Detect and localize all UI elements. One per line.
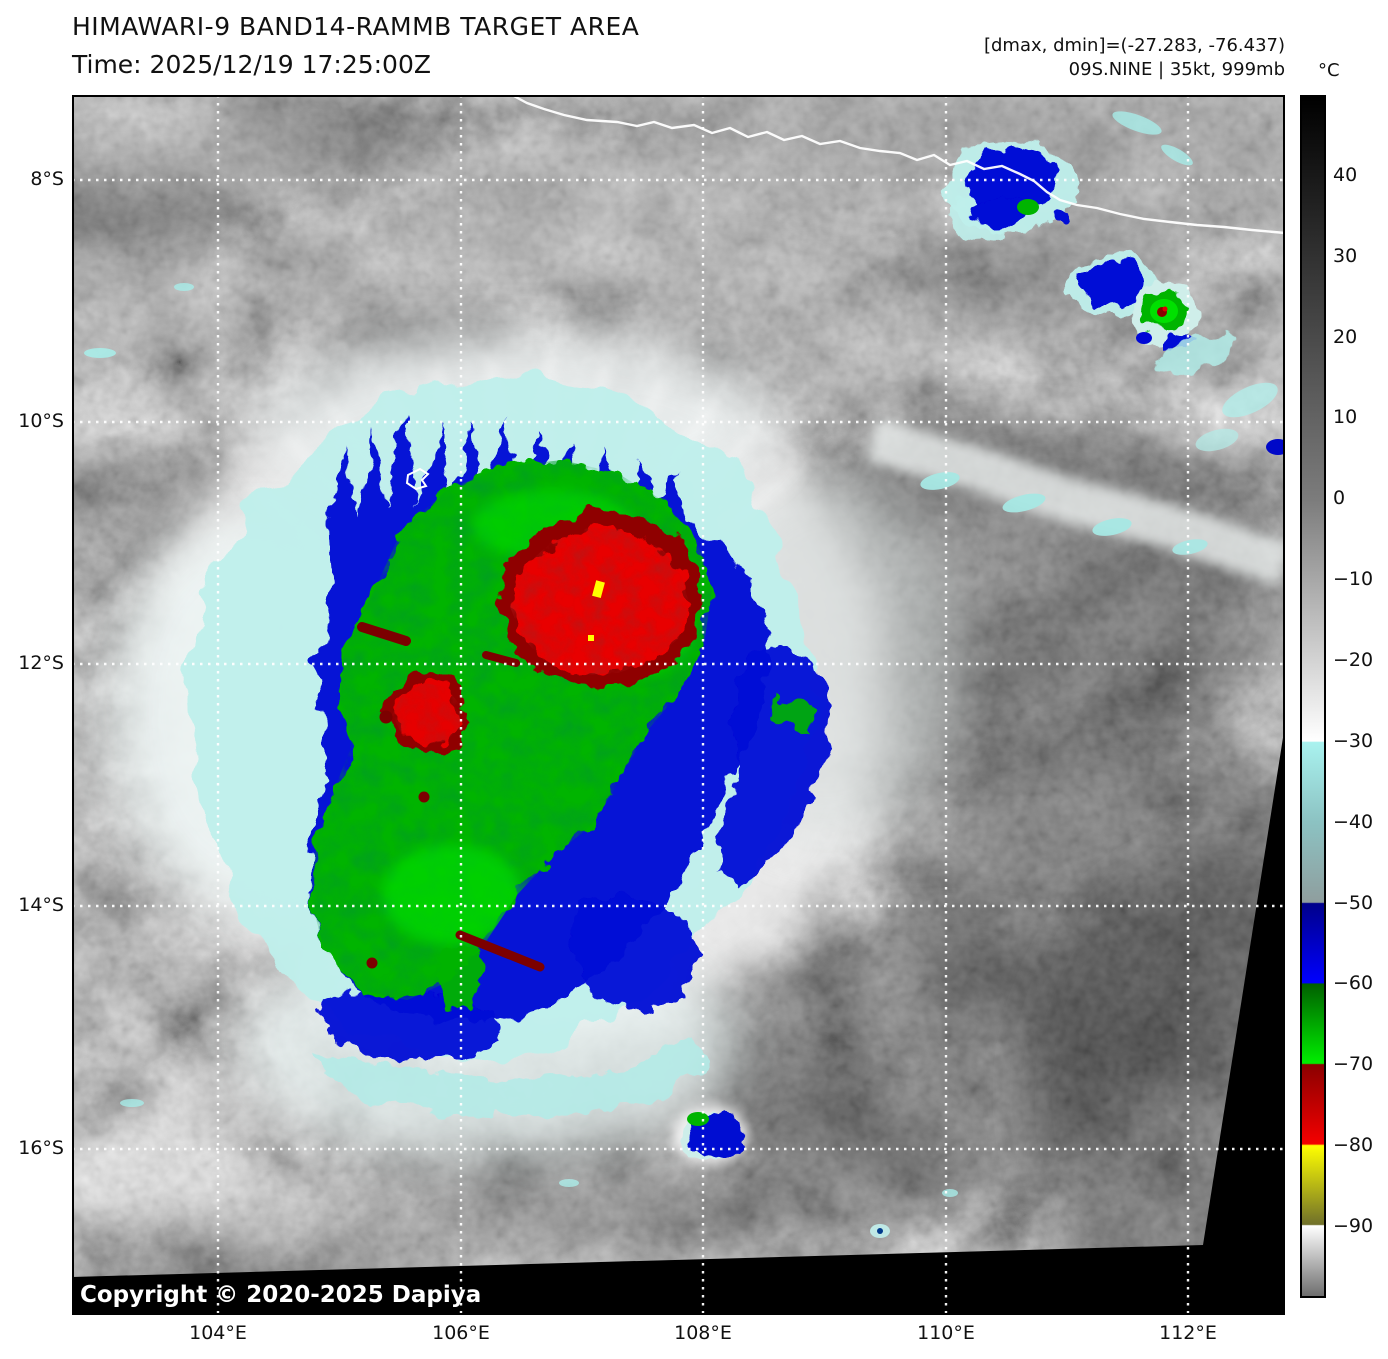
scan-edge-black-wedge [72,725,1285,1315]
x-axis-label: 106°E [432,1322,490,1344]
colorbar-tick-label: 40 [1333,164,1358,186]
colorbar-tick-label: −70 [1333,1053,1374,1075]
colorbar-tick-label: 0 [1333,487,1346,509]
coldest-pixels-yellow [588,580,605,641]
y-axis-label: 14°S [18,894,64,916]
convective-cells-northeast [866,111,1285,586]
x-axis-label: 108°E [674,1322,732,1344]
colorbar-tick-label: −20 [1333,649,1374,671]
colorbar-tick-label: −30 [1333,730,1374,752]
annotation-block: [dmax, dmin]=(-27.283, -76.437) 09S.NINE… [984,34,1285,82]
page-title: HIMAWARI-9 BAND14-RAMMB TARGET AREA [72,12,640,41]
satellite-map [72,95,1285,1315]
colorbar-tick-label: 10 [1333,406,1358,428]
colorbar-tick-label: −80 [1333,1134,1374,1156]
colorbar-unit-label: °C [1318,60,1340,81]
x-axis-label: 104°E [189,1322,247,1344]
island-outline [405,467,430,491]
colorbar-tick-label: −60 [1333,972,1374,994]
dmax-dmin-annotation: [dmax, dmin]=(-27.283, -76.437) [983,35,1285,56]
overshooting-tops-red [357,511,704,972]
colorbar [1300,95,1326,1298]
y-axis-label: 10°S [18,410,64,432]
colorbar-tick-label: −50 [1333,892,1374,914]
y-axis-label: 12°S [18,652,64,674]
colorbar-tick-label: −90 [1333,1215,1374,1237]
colorbar-tick-label: −10 [1333,568,1374,590]
copyright: Copyright © 2020-2025 Dapiya [80,1282,482,1308]
x-axis-label: 112°E [1159,1322,1217,1344]
storm-system [112,335,962,1157]
timestamp: Time: 2025/12/19 17:25:00Z [72,50,431,79]
storm-info-annotation: 09S.NINE | 35kt, 999mb [1068,59,1285,80]
colorbar-tick-label: −40 [1333,811,1374,833]
colorbar-tick-label: 30 [1333,245,1358,267]
coastline [511,95,1285,235]
y-axis-label: 16°S [18,1137,64,1159]
graticule-gridlines [72,95,1285,1315]
colorbar-tick-label: 20 [1333,326,1358,348]
y-axis-label: 8°S [30,168,64,190]
map-frame [72,95,1285,1315]
satellite-map-image [72,95,1285,1315]
x-axis-label: 110°E [917,1322,975,1344]
convective-cell-south [672,1105,890,1238]
